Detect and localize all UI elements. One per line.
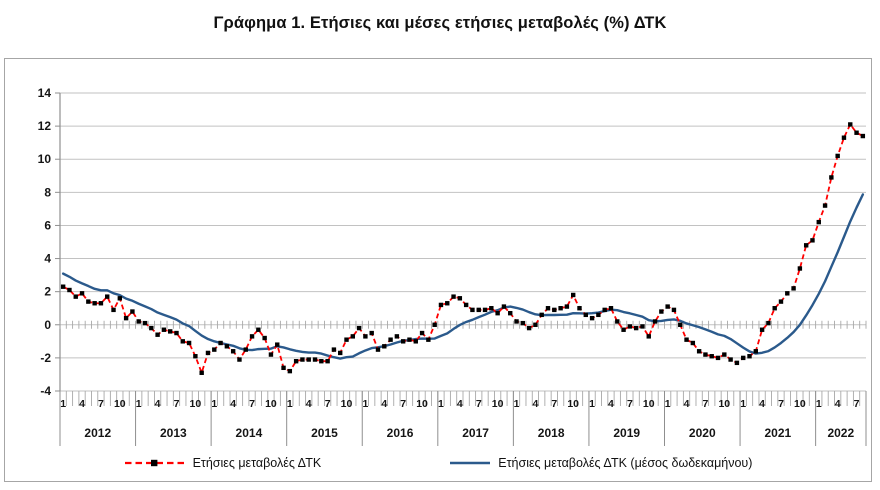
- svg-text:10: 10: [190, 398, 202, 410]
- svg-text:10: 10: [643, 398, 655, 410]
- svg-text:7: 7: [551, 398, 557, 410]
- blue-solid-line-sample-icon: [450, 461, 491, 465]
- svg-text:12: 12: [38, 119, 52, 133]
- svg-text:7: 7: [778, 398, 784, 410]
- svg-text:4: 4: [835, 398, 841, 410]
- svg-text:-2: -2: [40, 351, 51, 365]
- chart-title: Γράφημα 1. Ετήσιες και μέσες ετήσιες μετ…: [213, 14, 667, 32]
- svg-text:7: 7: [400, 398, 406, 410]
- svg-text:1: 1: [816, 398, 822, 410]
- svg-text:4: 4: [457, 398, 463, 410]
- svg-text:1: 1: [665, 398, 671, 410]
- svg-text:2015: 2015: [311, 426, 338, 440]
- svg-text:1: 1: [136, 398, 142, 410]
- svg-text:2013: 2013: [160, 426, 187, 440]
- chart-frame: -4 -2 0 2 4 6 8 10 12 14 1 4 7 10 2012 1 4 7 10 2013 1 4 7 10 20…: [4, 58, 872, 482]
- svg-text:10: 10: [492, 398, 504, 410]
- svg-text:10: 10: [38, 152, 52, 166]
- legend-label-average: Ετήσιες μεταβολές ΔΤΚ (μέσος δωδεκαμήνου…: [498, 456, 753, 470]
- svg-text:10: 10: [341, 398, 353, 410]
- svg-text:2: 2: [44, 285, 51, 299]
- svg-text:2018: 2018: [538, 426, 565, 440]
- svg-text:4: 4: [684, 398, 690, 410]
- svg-text:10: 10: [265, 398, 277, 410]
- red-dashed-line-sample-icon: [124, 459, 185, 467]
- svg-text:10: 10: [718, 398, 730, 410]
- svg-text:1: 1: [211, 398, 217, 410]
- svg-text:7: 7: [249, 398, 255, 410]
- svg-text:4: 4: [79, 398, 85, 410]
- svg-text:7: 7: [476, 398, 482, 410]
- svg-text:2017: 2017: [462, 426, 489, 440]
- svg-text:1: 1: [514, 398, 520, 410]
- svg-text:4: 4: [230, 398, 236, 410]
- chart-legend: Ετήσιες μεταβολές ΔΤΚ Ετήσιες μεταβολές …: [5, 456, 871, 470]
- svg-text:4: 4: [44, 252, 51, 266]
- svg-text:7: 7: [325, 398, 331, 410]
- svg-text:2012: 2012: [84, 426, 111, 440]
- svg-text:4: 4: [532, 398, 538, 410]
- svg-text:2021: 2021: [764, 426, 791, 440]
- svg-text:7: 7: [627, 398, 633, 410]
- svg-text:1: 1: [589, 398, 595, 410]
- svg-text:2019: 2019: [613, 426, 640, 440]
- svg-text:10: 10: [114, 398, 126, 410]
- legend-item-average: Ετήσιες μεταβολές ΔΤΚ (μέσος δωδεκαμήνου…: [449, 456, 752, 470]
- svg-text:4: 4: [381, 398, 387, 410]
- legend-item-annual-changes: Ετήσιες μεταβολές ΔΤΚ: [124, 456, 322, 470]
- svg-text:2020: 2020: [689, 426, 716, 440]
- svg-text:1: 1: [362, 398, 368, 410]
- svg-text:10: 10: [567, 398, 579, 410]
- svg-text:7: 7: [854, 398, 860, 410]
- svg-text:6: 6: [44, 218, 51, 232]
- svg-text:8: 8: [44, 185, 51, 199]
- svg-text:2016: 2016: [387, 426, 414, 440]
- svg-text:0: 0: [44, 318, 51, 332]
- svg-text:4: 4: [155, 398, 161, 410]
- svg-text:4: 4: [759, 398, 765, 410]
- svg-text:7: 7: [98, 398, 104, 410]
- svg-text:4: 4: [306, 398, 312, 410]
- svg-text:-4: -4: [40, 384, 51, 398]
- svg-text:1: 1: [740, 398, 746, 410]
- svg-text:7: 7: [703, 398, 709, 410]
- svg-text:10: 10: [416, 398, 428, 410]
- svg-text:4: 4: [608, 398, 614, 410]
- svg-text:2014: 2014: [236, 426, 263, 440]
- svg-text:1: 1: [438, 398, 444, 410]
- svg-text:14: 14: [38, 86, 52, 100]
- svg-text:7: 7: [174, 398, 180, 410]
- legend-label-annual: Ετήσιες μεταβολές ΔΤΚ: [192, 456, 322, 470]
- svg-text:10: 10: [794, 398, 806, 410]
- svg-text:1: 1: [60, 398, 66, 410]
- svg-text:1: 1: [287, 398, 293, 410]
- svg-text:2022: 2022: [827, 426, 854, 440]
